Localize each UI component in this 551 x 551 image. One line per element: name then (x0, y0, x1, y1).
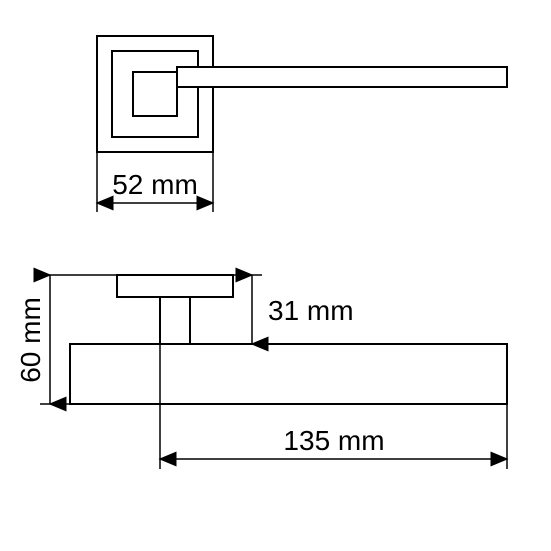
dim-31mm: 31 mm (190, 275, 354, 344)
dimension-drawing: 52 mm 60 mm 31 mm 135 mm (0, 0, 551, 551)
dim-52mm: 52 mm (97, 152, 213, 212)
rose-inner (133, 72, 177, 116)
dim-135mm-label: 135 mm (283, 425, 384, 456)
handle-bar (70, 344, 507, 404)
top-view (97, 36, 507, 152)
dim-52mm-label: 52 mm (112, 169, 198, 200)
dim-31mm-label: 31 mm (268, 295, 354, 326)
dim-60mm-label: 60 mm (15, 297, 46, 383)
lever-handle (177, 67, 507, 87)
neck (160, 297, 190, 344)
rose-mid (112, 51, 198, 137)
rose-outer (97, 36, 213, 152)
mounting-plate (117, 275, 233, 297)
